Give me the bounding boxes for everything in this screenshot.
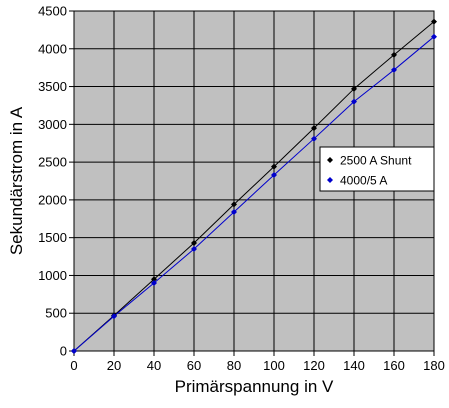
- y-tick-label: 2500: [38, 155, 67, 170]
- y-tick-label: 1500: [38, 230, 67, 245]
- data-point: [151, 280, 157, 286]
- y-tick-label: 4000: [38, 41, 67, 56]
- y-tick-label: 0: [60, 344, 67, 359]
- y-tick-label: 3500: [38, 79, 67, 94]
- data-point: [431, 18, 437, 25]
- x-tick-label: 140: [343, 358, 365, 373]
- x-tick-label: 180: [423, 358, 445, 373]
- y-tick-label: 500: [45, 306, 67, 321]
- data-point: [351, 98, 357, 105]
- legend-marker: [327, 177, 333, 183]
- data-point: [151, 276, 157, 283]
- data-point: [431, 33, 437, 40]
- series-line: [73, 21, 435, 352]
- data-point: [191, 246, 197, 252]
- x-tick-label: 20: [107, 358, 121, 373]
- y-axis: 0 500 1000 1500 2000 2500 3000 3500 4000 4500: [38, 4, 74, 359]
- data-point: [271, 163, 277, 170]
- x-tick-label: 80: [227, 358, 241, 373]
- x-axis: 0 20 40 60 80 100 120 140 160 180: [70, 351, 445, 373]
- data-point: [191, 239, 197, 246]
- data-point: [71, 348, 77, 354]
- y-tick-label: 3000: [38, 117, 67, 132]
- y-tick-label: 4500: [38, 4, 67, 19]
- series-1: [71, 18, 437, 354]
- data-point: [231, 208, 237, 215]
- data-point: [391, 51, 397, 58]
- legend-box: [319, 146, 435, 192]
- series-line: [73, 36, 435, 352]
- data-point: [391, 66, 397, 73]
- legend-marker: [327, 157, 333, 163]
- data-point: [271, 171, 277, 178]
- x-tick-label: 100: [263, 358, 285, 373]
- data-point: [111, 313, 117, 320]
- legend-label: 2500 A Shunt: [340, 154, 412, 168]
- legend: 2500 A Shunt 4000/5 A: [319, 146, 435, 192]
- x-tick-label: 160: [383, 358, 405, 373]
- x-axis-label: Primärspannung in V: [175, 377, 334, 396]
- y-tick-label: 2000: [38, 192, 67, 207]
- data-point: [231, 201, 237, 208]
- data-point: [311, 135, 317, 142]
- x-tick-label: 120: [303, 358, 325, 373]
- data-point: [351, 85, 357, 92]
- data-point: [311, 125, 317, 132]
- legend-label: 4000/5 A: [340, 174, 387, 188]
- y-axis-label: Sekundärstrom in A: [7, 106, 26, 255]
- series-layer: [71, 18, 437, 354]
- y-tick-label: 1000: [38, 268, 67, 283]
- x-tick-label: 40: [147, 358, 161, 373]
- x-tick-label: 0: [70, 358, 77, 373]
- series-2: [71, 33, 437, 354]
- x-tick-label: 60: [187, 358, 201, 373]
